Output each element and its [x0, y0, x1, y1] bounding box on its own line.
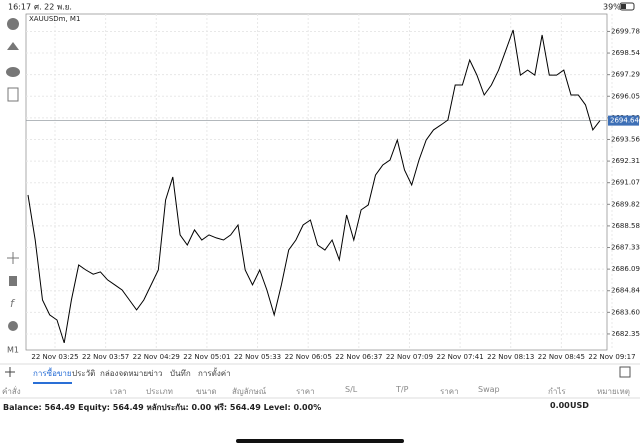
chart-frame: [25, 13, 608, 351]
y-tick-label: 2696.050: [611, 92, 640, 100]
y-tick-label: 2697.295: [611, 71, 640, 79]
y-tick-label: 2699.785: [611, 27, 640, 35]
x-tick-label: 22 Nov 07:09: [386, 353, 433, 361]
status-date: ศ. 22 พ.ย.: [34, 3, 72, 12]
profit-currency: USD: [570, 401, 589, 410]
home-indicator: [236, 439, 404, 443]
column-header: Swap: [478, 385, 500, 394]
y-tick-label: 2693.56: [611, 135, 640, 143]
column-header: คำสั่ง: [2, 387, 21, 396]
y-tick-label: 2684.845: [611, 287, 640, 295]
x-tick-label: 22 Nov 05:33: [234, 353, 281, 361]
y-tick-label: 2688.580: [611, 222, 640, 230]
current-price-label: 2694.647: [610, 117, 640, 125]
tab[interactable]: ข่าว: [148, 369, 163, 378]
x-tick-label: 22 Nov 09:17: [588, 353, 635, 361]
y-tick-label: 2686.09: [611, 265, 640, 273]
battery-text: 39%: [603, 3, 621, 12]
y-tick-label: 2682.355: [611, 330, 640, 338]
y-tick-label: 2692.315: [611, 157, 640, 165]
battery-level: [621, 4, 626, 9]
x-tick-label: 22 Nov 06:37: [335, 353, 382, 361]
column-header: ขนาด: [196, 387, 217, 396]
icon-candles[interactable]: [9, 276, 17, 286]
tab[interactable]: บันทึก: [170, 369, 191, 378]
y-tick-label: 2683.600: [611, 308, 640, 316]
column-header: สัญลักษณ์: [232, 387, 267, 396]
timeframe[interactable]: M1: [7, 346, 19, 355]
x-tick-label: 22 Nov 03:57: [82, 353, 129, 361]
tab[interactable]: กล่องจดหมาย: [100, 369, 149, 378]
x-tick-label: 22 Nov 07:41: [436, 353, 483, 361]
icon-indicators[interactable]: f: [10, 297, 16, 310]
x-tick-label: 22 Nov 05:01: [183, 353, 230, 361]
icon-chat[interactable]: [6, 67, 20, 77]
column-header: ราคา: [440, 387, 459, 396]
tab[interactable]: ประวัติ: [72, 369, 96, 378]
current-price-box: [608, 115, 639, 126]
tab[interactable]: การตั้งค่า: [198, 369, 231, 378]
battery-icon: [619, 2, 635, 11]
column-header: T/P: [396, 385, 409, 394]
x-tick-label: 22 Nov 03:25: [31, 353, 78, 361]
y-tick-label: 2691.070: [611, 179, 640, 187]
price-line: [27, 29, 601, 344]
x-tick-label: 22 Nov 06:05: [285, 353, 332, 361]
x-tick-label: 22 Nov 08:13: [487, 353, 534, 361]
column-header: S/L: [345, 385, 358, 394]
column-header: กำไร: [548, 387, 566, 396]
column-header: ราคา: [296, 387, 315, 396]
profit-value: 0.00: [550, 401, 570, 410]
tab[interactable]: การซื้อขาย: [33, 367, 72, 384]
icon-panel[interactable]: [619, 366, 631, 378]
x-tick-label: 22 Nov 04:29: [133, 353, 180, 361]
y-tick-label: 2689.825: [611, 200, 640, 208]
status-time: 16:17: [8, 3, 31, 12]
balance-summary: Balance: 564.49 Equity: 564.49 หลักประกั…: [3, 403, 322, 412]
icon-objects[interactable]: [8, 321, 18, 331]
icon-account[interactable]: [7, 18, 19, 30]
icon-new[interactable]: [7, 87, 19, 102]
icon-crosshair[interactable]: [7, 252, 19, 264]
column-header: เวลา: [110, 387, 127, 396]
y-tick-label: 2698.54: [611, 49, 640, 57]
column-header: หมายเหตุ: [597, 387, 630, 396]
column-header: ประเภท: [146, 387, 173, 396]
y-tick-label: 2687.335: [611, 244, 640, 252]
icon-add[interactable]: [5, 367, 15, 377]
x-tick-label: 22 Nov 08:45: [538, 353, 585, 361]
icon-trade[interactable]: [7, 42, 19, 50]
